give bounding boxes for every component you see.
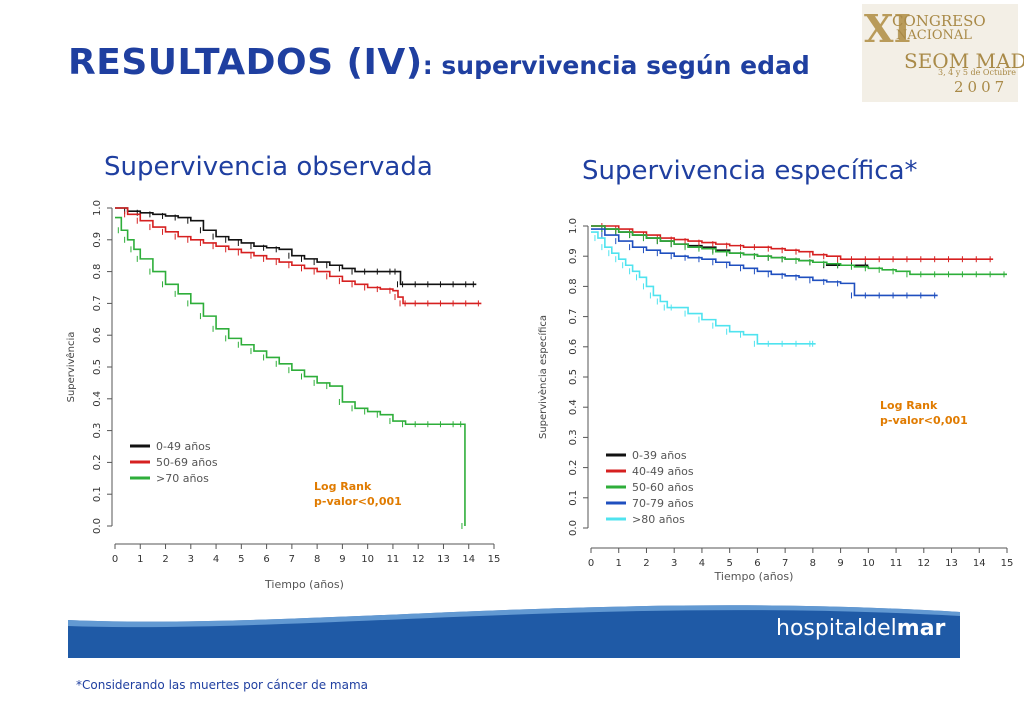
logo-numeral: XI [864,6,912,51]
right-x-tick-label: 0 [588,558,594,569]
left-x-tick-label: 4 [213,554,219,565]
left-x-tick-label: 13 [437,554,450,565]
left-x-tick-label: 14 [462,554,475,565]
right-x-tick-label: 1 [616,558,622,569]
right-annotation-line-2: p-valor<0,001 [880,414,968,427]
slide-title-sub: : supervivencia según edad [422,51,810,80]
right-legend-label-1: 40-49 años [632,465,694,478]
slide-title-main: RESULTADOS (IV) [68,42,423,83]
right-y-tick-label: 0.9 [568,248,579,264]
right-series-line-1 [591,225,994,261]
right-y-tick-label: 0.8 [568,278,579,294]
left-series-line-1 [115,207,482,305]
left-legend-label-2: >70 años [156,472,209,485]
right-y-tick-label: 1.0 [568,218,579,234]
right-legend-label-3: 70-79 años [632,497,694,510]
right-y-tick-label: 0.1 [568,490,579,506]
right-series-line-4 [591,231,816,345]
right-x-tick-label: 10 [862,558,875,569]
right-y-tick-label: 0.5 [568,369,579,385]
left-x-axis-label: Tiempo (años) [264,578,344,591]
left-y-tick-label: 1.0 [92,200,103,216]
logo-line-5: 2007 [954,78,1009,96]
left-y-tick-label: 0.0 [92,518,103,534]
right-y-tick-label: 0.2 [568,460,579,476]
right-x-tick-label: 5 [726,558,732,569]
right-y-tick-label: 0.3 [568,429,579,445]
left-annotation-line-1: Log Rank [314,480,372,493]
right-x-tick-label: 2 [643,558,649,569]
left-y-tick-label: 0.5 [92,359,103,375]
left-legend-label-0: 0-49 años [156,440,211,453]
left-x-tick-label: 12 [412,554,425,565]
left-y-tick-label: 0.4 [92,391,103,407]
left-annotation-line-2: p-valor<0,001 [314,495,402,508]
left-x-tick-label: 8 [314,554,320,565]
left-legend-label-1: 50-69 años [156,456,218,469]
left-y-axis-label: Supervivência [65,332,77,403]
right-x-tick-label: 15 [1001,558,1014,569]
congress-logo: XI CONGRESO NACIONAL SEOM MADRID 3, 4 y … [862,4,1024,102]
right-series-line-2 [591,225,1007,276]
banner-wave [68,605,960,658]
right-annotation-line-1: Log Rank [880,399,938,412]
right-legend-label-2: 50-60 años [632,481,694,494]
left-x-tick-label: 15 [488,554,501,565]
left-x-tick-label: 6 [263,554,269,565]
brand-bold: mar [896,616,946,641]
right-y-tick-label: 0.4 [568,399,579,415]
left-x-tick-label: 3 [188,554,194,565]
logo-line-3: SEOM MADRID [904,49,1024,73]
left-series-line-0 [115,207,477,286]
left-y-tick-label: 0.1 [92,486,103,502]
left-x-tick-label: 9 [339,554,345,565]
slide-title: RESULTADOS (IV): supervivencia según eda… [68,42,810,83]
left-series-line-2 [115,216,466,526]
right-x-tick-label: 8 [810,558,816,569]
right-x-tick-label: 9 [837,558,843,569]
right-x-tick-label: 6 [754,558,760,569]
left-y-tick-label: 0.7 [92,295,103,311]
right-x-tick-label: 4 [699,558,705,569]
logo-line-2: NACIONAL [896,28,972,43]
footnote: *Considerando las muertes por cáncer de … [76,678,368,692]
right-legend-label-0: 0-39 años [632,449,687,462]
right-x-tick-label: 7 [782,558,788,569]
right-series-line-3 [591,228,938,297]
right-x-tick-label: 14 [973,558,986,569]
right-y-tick-label: 0.7 [568,309,579,325]
left-panel-title: Supervivencia observada [104,152,433,182]
left-x-tick-label: 10 [361,554,374,565]
left-y-tick-label: 0.9 [92,232,103,248]
right-x-tick-label: 13 [945,558,958,569]
left-x-tick-label: 0 [112,554,118,565]
right-x-tick-label: 3 [671,558,677,569]
left-x-tick-label: 1 [137,554,143,565]
left-x-tick-label: 5 [238,554,244,565]
logo-line-4: 3, 4 y 5 de Octubre [938,68,1016,77]
left-x-tick-label: 11 [387,554,400,565]
right-y-axis-label: Supervivència específica [537,315,549,439]
right-x-tick-label: 11 [890,558,903,569]
left-y-tick-label: 0.6 [92,327,103,343]
left-y-tick-label: 0.3 [92,423,103,439]
banner-wave-highlight [68,605,960,628]
left-x-tick-label: 7 [289,554,295,565]
left-y-tick-label: 0.8 [92,264,103,280]
brand-prefix: hospitaldel [776,616,897,641]
hospital-brand: hospitaldelmar [776,616,945,641]
right-y-tick-label: 0.0 [568,520,579,536]
right-legend-label-4: >80 años [632,513,685,526]
left-y-tick-label: 0.2 [92,454,103,470]
logo-line-1: CONGRESO [892,12,986,30]
right-x-axis-label: Tiempo (años) [714,570,794,583]
right-panel-title: Supervivencia específica* [582,156,918,186]
right-x-tick-label: 12 [917,558,930,569]
left-x-tick-label: 2 [162,554,168,565]
right-y-tick-label: 0.6 [568,339,579,355]
